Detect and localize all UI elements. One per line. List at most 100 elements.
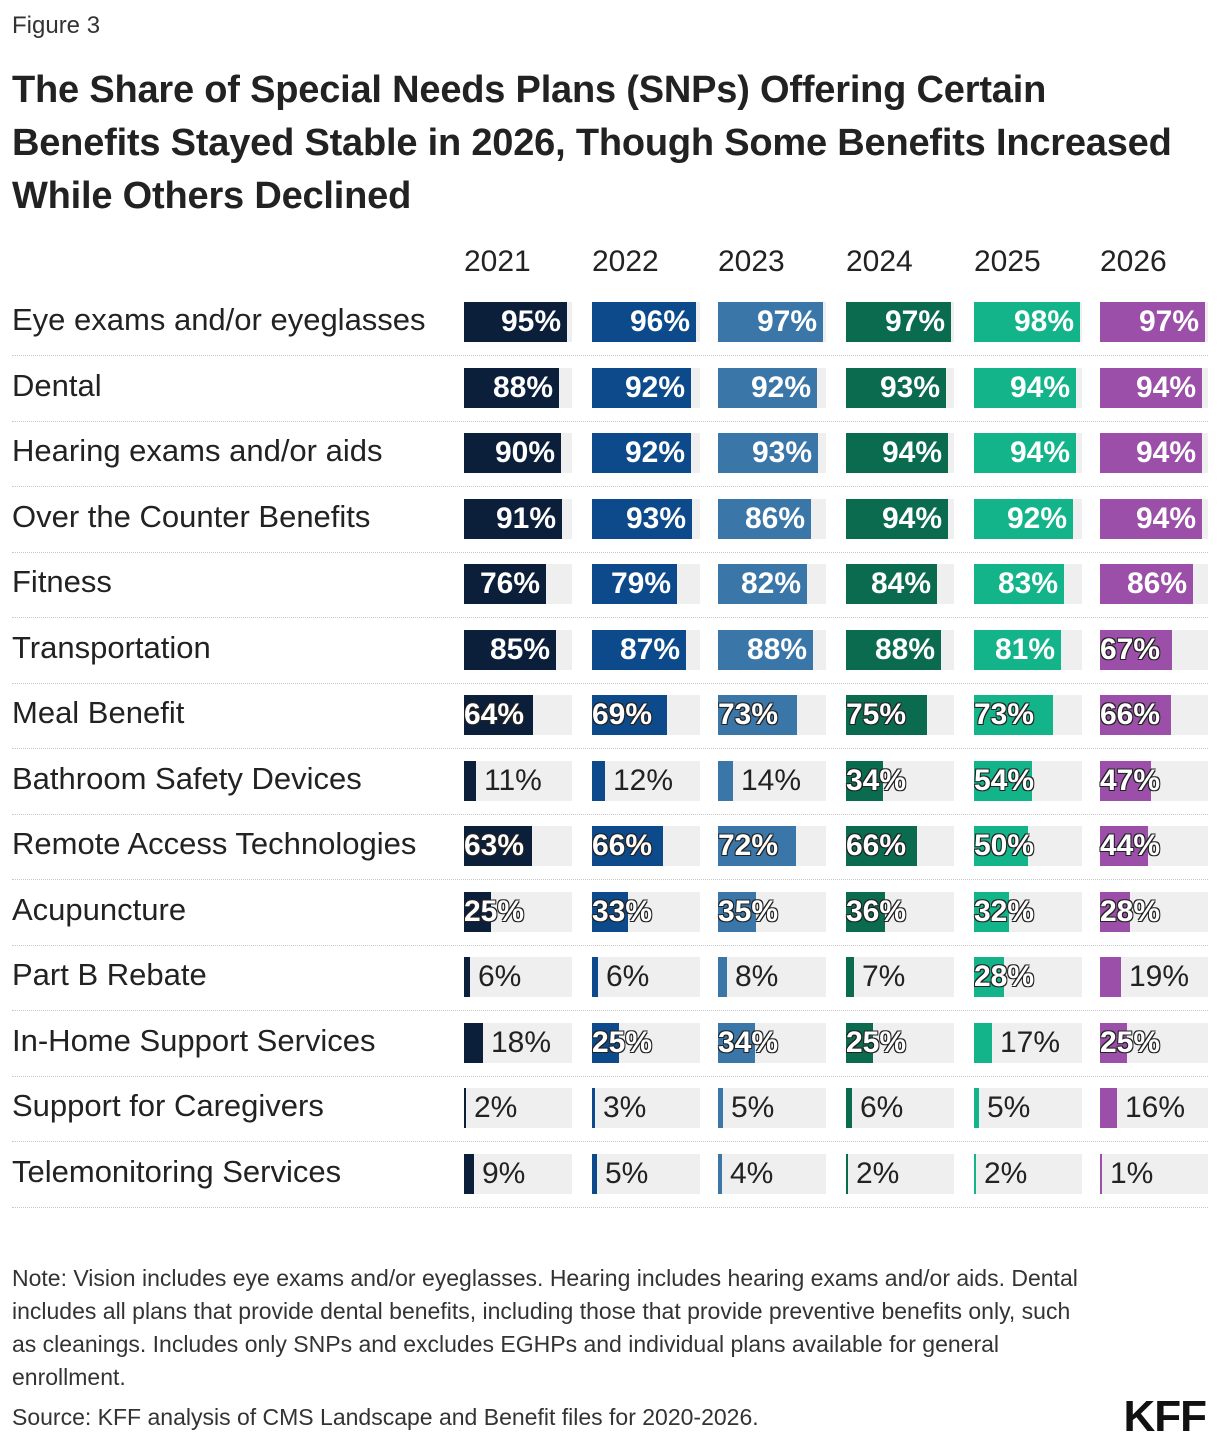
kff-logo: KFF (1123, 1392, 1207, 1441)
row-label: Meal Benefit (12, 695, 185, 730)
bar-2024 (846, 695, 927, 735)
year-header-2022: 2022 (592, 245, 659, 278)
table-row: Over the Counter Benefits 91% 93% 86% 94% 92%… (0, 487, 1220, 553)
data-label: 94% (881, 436, 942, 469)
year-header-2021: 2021 (464, 245, 531, 278)
bar-2025 (974, 367, 1076, 408)
data-label: 66% (1100, 698, 1161, 731)
data-label: 2% (474, 1091, 518, 1124)
bar-cell-2025: 32% (974, 891, 1082, 932)
row-divider (12, 551, 1208, 553)
data-label: 83% (997, 567, 1058, 600)
data-label: 88% (874, 632, 935, 666)
bar-cell-2026: 97% (1100, 302, 1208, 342)
bar-cell-2023: 97% (718, 302, 826, 342)
bar-cell-2024: 94% (846, 498, 954, 539)
table-row: Part B Rebate 6% 6% 8% 7% 28% 19% (0, 945, 1220, 1011)
bar-2025 (974, 1153, 976, 1194)
bar-2023 (718, 367, 817, 408)
bar-cell-2026: 16% (1100, 1088, 1208, 1128)
bar-cell-2021: 11% (464, 760, 572, 801)
data-label: 94% (1135, 370, 1196, 404)
bar-2021 (464, 433, 561, 473)
bar-2023 (718, 629, 813, 670)
bar-2022 (592, 1088, 595, 1128)
bar-cell-2026: 94% (1100, 498, 1208, 539)
bar-2024 (846, 302, 951, 342)
bar-cell-2025: 92% (974, 498, 1082, 539)
bar-cell-2023: 86% (718, 498, 826, 539)
data-label: 84% (870, 567, 931, 600)
bar-cell-2021: 25% (464, 891, 572, 932)
bar-2025 (974, 498, 1073, 539)
row-divider (12, 1206, 1208, 1208)
bar-2023 (718, 826, 796, 866)
data-label: 76% (479, 567, 540, 600)
bar-cell-2022: 66% (592, 826, 700, 866)
bar-cell-2021: 64% (464, 695, 572, 735)
data-label: 18% (491, 1025, 552, 1059)
bar-2026 (1100, 564, 1193, 604)
row-label: Dental (12, 367, 102, 403)
bar-cell-2024: 66% (846, 826, 954, 866)
bar-cell-2026: 19% (1100, 957, 1208, 997)
bar-cell-2025: 2% (974, 1153, 1082, 1194)
data-label: 28% (1100, 894, 1161, 928)
bar-cell-2022: 33% (592, 891, 700, 932)
data-label: 81% (994, 632, 1055, 666)
data-label: 3% (603, 1091, 647, 1124)
bar-cell-2022: 25% (592, 1022, 700, 1063)
table-row: Telemonitoring Services 9% 5% 4% 2% 2% 1% (0, 1142, 1220, 1208)
data-label: 97% (884, 305, 945, 338)
bar-2021 (464, 498, 562, 539)
row-divider (12, 420, 1208, 422)
data-label: 67% (1100, 632, 1161, 666)
row-divider (12, 1141, 1208, 1142)
bar-cell-2023: 34% (718, 1022, 826, 1063)
bar-cell-2022: 92% (592, 433, 700, 473)
data-label: 1% (1110, 1156, 1154, 1190)
data-label: 92% (1006, 501, 1067, 535)
bar-2021 (464, 957, 470, 997)
data-label: 93% (879, 370, 940, 404)
bar-2025 (974, 957, 1004, 997)
data-label: 69% (592, 698, 653, 731)
bar-cell-2022: 3% (592, 1088, 700, 1128)
bar-2023 (718, 564, 807, 604)
data-label: 95% (500, 305, 561, 338)
table-row: Bathroom Safety Devices 11% 12% 14% 34% 54% 47… (0, 749, 1220, 815)
data-label: 35% (718, 894, 779, 928)
bar-cell-2024: 93% (846, 367, 954, 408)
bar-2025 (974, 1088, 979, 1128)
bar-cell-2024: 75% (846, 695, 954, 735)
row-label: Telemonitoring Services (12, 1153, 342, 1189)
data-label: 85% (489, 632, 550, 666)
bar-2022 (592, 498, 692, 539)
bar-cell-2023: 72% (718, 826, 826, 866)
bar-2026 (1100, 302, 1205, 342)
bar-cell-2023: 8% (718, 957, 826, 997)
bar-2025 (974, 629, 1061, 670)
bar-2024 (846, 1088, 852, 1128)
data-label: 25% (1100, 1025, 1161, 1059)
bar-2021 (464, 367, 559, 408)
bar-2022 (592, 433, 691, 473)
data-label: 97% (1138, 305, 1199, 338)
bar-2025 (974, 1022, 992, 1063)
bar-cell-2025: 98% (974, 302, 1082, 342)
data-label: 94% (881, 501, 942, 535)
data-label: 33% (592, 894, 653, 928)
bar-cell-2022: 12% (592, 760, 700, 801)
bar-2025 (974, 564, 1064, 604)
bar-cell-2022: 93% (592, 498, 700, 539)
data-label: 17% (1000, 1025, 1061, 1059)
row-divider (12, 879, 1208, 880)
bar-2026 (1100, 629, 1172, 670)
bar-cell-2024: 88% (846, 629, 954, 670)
row-label: Fitness (12, 564, 112, 599)
data-label: 34% (846, 763, 907, 797)
bar-cell-2021: 91% (464, 498, 572, 539)
bar-2023 (718, 760, 733, 801)
data-label: 16% (1125, 1091, 1186, 1124)
bar-cell-2026: 44% (1100, 826, 1208, 866)
